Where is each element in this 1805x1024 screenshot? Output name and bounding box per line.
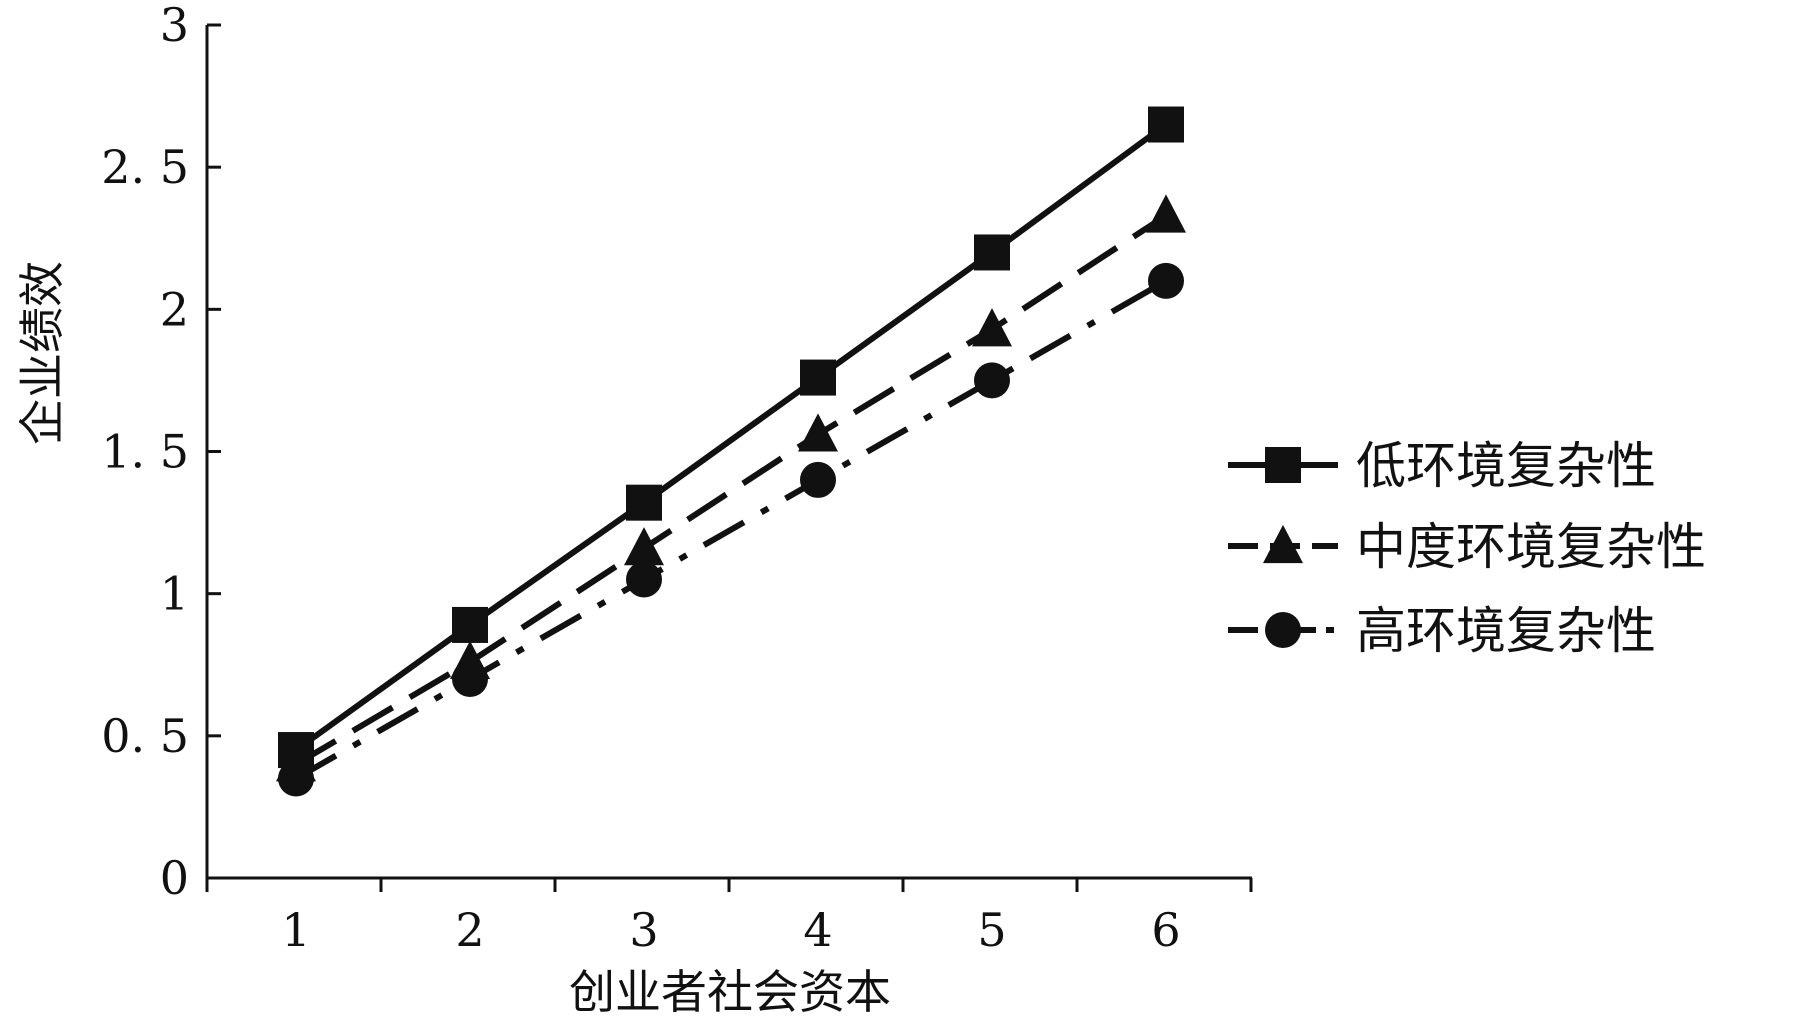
data-point — [800, 359, 836, 396]
data-point — [972, 308, 1012, 347]
data-point — [1265, 447, 1301, 483]
data-point — [1265, 612, 1301, 648]
legend-label: 中度环境复杂性 — [1356, 518, 1706, 576]
data-point — [798, 413, 838, 452]
data-point — [974, 234, 1010, 271]
y-tick-label: 0 — [160, 851, 189, 905]
data-point — [626, 561, 662, 598]
x-tick-label: 5 — [977, 903, 1006, 957]
x-tick-label: 2 — [455, 903, 484, 957]
data-point — [1263, 524, 1303, 564]
legend-item: 低环境复杂性 — [1228, 437, 1656, 495]
data-point — [1148, 106, 1184, 143]
legend-item: 高环境复杂性 — [1228, 602, 1656, 660]
data-point — [452, 606, 488, 643]
x-tick-label: 4 — [803, 903, 832, 957]
data-point — [278, 760, 314, 797]
data-point — [452, 660, 488, 697]
series-line — [294, 212, 1168, 767]
y-axis-title: 企业绩效 — [15, 261, 69, 445]
legend-label: 低环境复杂性 — [1356, 437, 1656, 495]
y-ticks: 0 0. 5 1 1. 5 2 2. 5 3 — [101, 0, 221, 905]
data-point — [1148, 262, 1184, 299]
y-tick-label: 2 — [160, 282, 189, 336]
legend-label: 高环境复杂性 — [1356, 602, 1656, 660]
y-tick-label: 2. 5 — [101, 140, 189, 194]
series-line — [294, 278, 1168, 782]
y-tick-label: 3 — [160, 0, 189, 52]
x-ticks: 1 2 3 4 5 6 — [205, 878, 1253, 957]
y-tick-label: 1. 5 — [101, 425, 189, 479]
series-1 — [278, 106, 1184, 769]
series-3 — [278, 262, 1184, 797]
axes: 0 0. 5 1 1. 5 2 2. 5 3 1 2 3 4 5 6 — [101, 0, 1253, 957]
series-layer — [276, 106, 1186, 797]
legend-item: 中度环境复杂性 — [1228, 518, 1706, 576]
series-line — [294, 122, 1168, 753]
y-tick-label: 1 — [160, 567, 189, 621]
data-point — [626, 484, 662, 521]
series-2 — [276, 194, 1186, 782]
data-point — [974, 362, 1010, 399]
x-tick-label: 1 — [281, 903, 310, 957]
x-axis-title: 创业者社会资本 — [569, 965, 891, 1019]
y-tick-label: 0. 5 — [101, 709, 189, 763]
data-point — [624, 527, 664, 566]
data-point — [800, 461, 836, 498]
x-tick-label: 6 — [1151, 903, 1180, 957]
data-point — [1146, 194, 1186, 233]
x-tick-label: 3 — [629, 903, 658, 957]
